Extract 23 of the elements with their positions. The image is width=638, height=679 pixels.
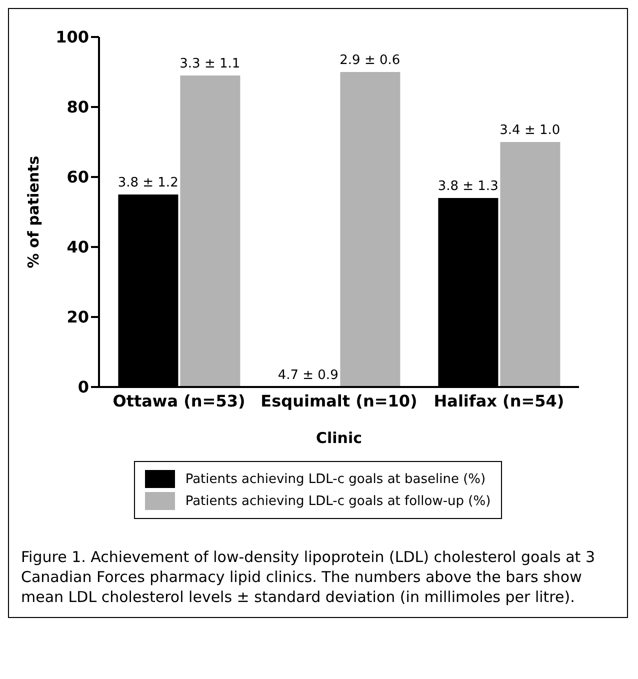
x-tick-label: Ottawa (n=53) <box>112 391 246 410</box>
x-axis-title: Clinic <box>316 429 362 447</box>
annotation: 4.7 ± 0.9 <box>278 368 338 383</box>
bar <box>340 72 400 387</box>
x-tick-label: Esquimalt (n=10) <box>260 391 418 410</box>
bar <box>180 76 240 387</box>
y-tick-label: 40 <box>66 238 89 257</box>
annotation: 3.8 ± 1.2 <box>118 176 178 190</box>
legend-label: Patients achieving LDL-c goals at baseline (%) <box>185 472 486 486</box>
bar <box>500 142 560 387</box>
caption: Figure 1. Achievement of low-density lipoprotein (LDL) cholesterol goals at 3 Canadian Forces pharmacy lipid clinics. The numbers above the bars show mean LDL cholesterol levels ± standard deviation (in millimoles per litre). <box>21 547 596 607</box>
x-tick-label: Halifax (n=54) <box>434 391 564 410</box>
y-tick-label: 20 <box>66 308 89 327</box>
legend-label: Patients achieving LDL-c goals at follow-up (%) <box>185 494 491 508</box>
y-tick-label: 0 <box>78 378 89 397</box>
annotation: 3.8 ± 1.3 <box>438 179 498 194</box>
y-axis-title: % of patients <box>24 156 42 268</box>
y-tick-label: 80 <box>66 98 89 117</box>
annotation: 2.9 ± 0.6 <box>340 53 400 68</box>
annotation: 3.4 ± 1.0 <box>500 123 560 138</box>
annotation: 3.3 ± 1.1 <box>180 56 240 72</box>
y-tick-label: 60 <box>66 168 89 187</box>
y-tick-label: 100 <box>56 28 89 47</box>
